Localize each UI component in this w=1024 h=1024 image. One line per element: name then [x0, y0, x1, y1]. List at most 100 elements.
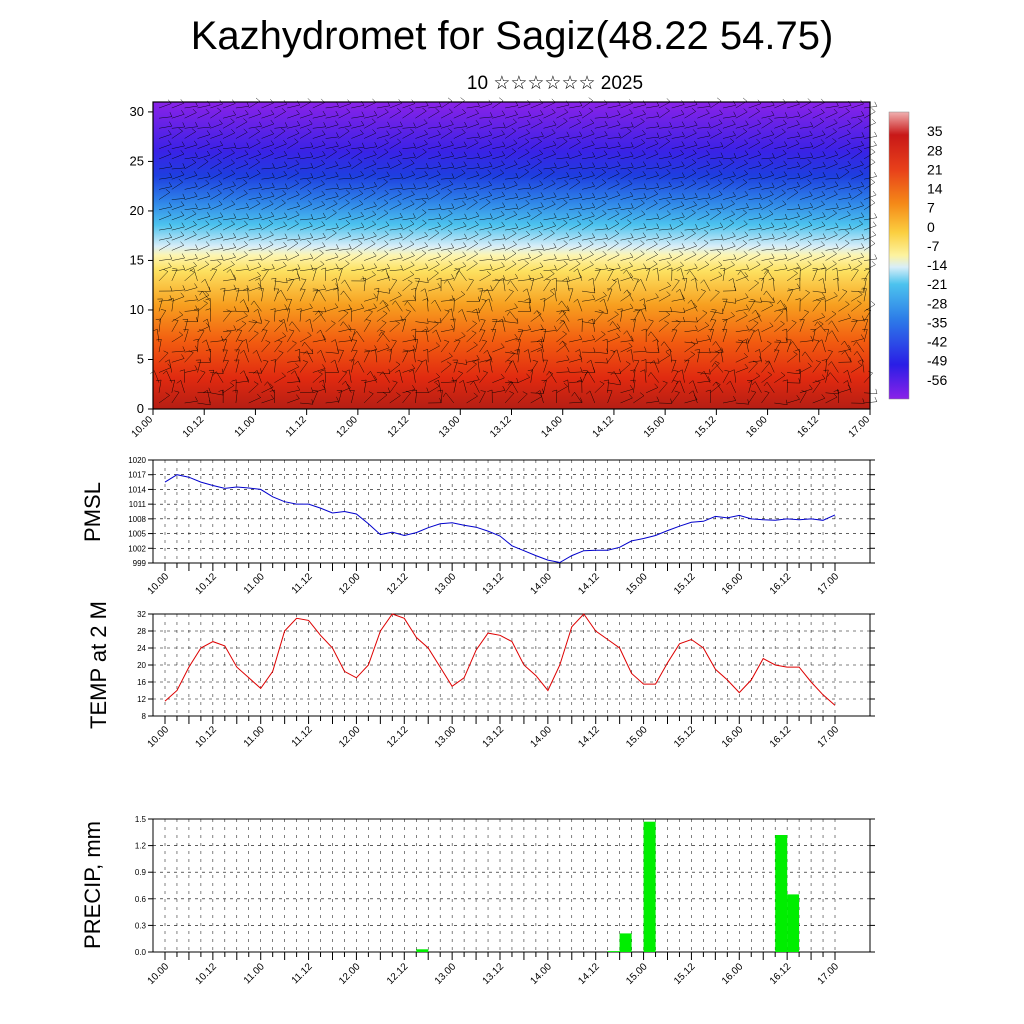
wind-barb [748, 228, 762, 231]
wind-barb [774, 340, 782, 353]
wind-barb-feather [447, 97, 453, 102]
wind-barb [517, 393, 528, 404]
wind-barb [851, 269, 859, 282]
wind-barb-feather [716, 250, 722, 254]
wind-barb [505, 164, 518, 170]
wind-barb [581, 290, 595, 294]
wind-barb-feather [245, 232, 249, 237]
wind-barb-feather [335, 110, 339, 116]
wind-barb-feather [757, 150, 762, 155]
wind-barb [197, 372, 206, 383]
wind-barb [479, 173, 492, 180]
wind-barb-feather [714, 350, 720, 354]
wind-barb-feather [643, 263, 647, 269]
wind-barb [402, 217, 416, 221]
wind-barb [799, 206, 813, 210]
wind-barb [440, 364, 452, 373]
wind-barb [620, 166, 634, 170]
wind-barb [171, 334, 183, 343]
wind-barb [748, 360, 762, 363]
wind-barb-feather [411, 190, 415, 195]
wind-barb [287, 141, 299, 149]
wind-barb [453, 255, 466, 261]
wind-barb [299, 101, 312, 109]
wind-barb-feather [732, 130, 736, 136]
wind-barb-feather [670, 398, 673, 404]
wind-barb-feather [782, 200, 787, 205]
wind-barb [312, 311, 326, 313]
wind-barb-feather [810, 328, 816, 331]
wind-barb-feather [502, 183, 506, 188]
wind-barb [512, 360, 519, 373]
wind-barb-feather [449, 298, 455, 301]
wind-barb-feather [615, 210, 620, 214]
wind-barb [710, 164, 723, 170]
wind-barb-feather [614, 311, 619, 315]
wind-barb-feather [642, 232, 646, 237]
wind-barb [671, 223, 684, 231]
wind-barb [671, 392, 680, 404]
wind-barb-feather [488, 130, 493, 136]
wind-barb-feather [450, 140, 454, 146]
wind-barb-feather [563, 382, 568, 387]
wind-barb-feather [745, 120, 749, 125]
wind-barb-feather [821, 292, 826, 298]
wind-barb-feather [217, 107, 222, 112]
wind-barb [287, 389, 300, 394]
wind-barb [171, 102, 184, 109]
wind-barb [171, 380, 175, 393]
wind-barb-feather [564, 179, 569, 184]
wind-barb [671, 247, 685, 251]
wind-barb-feather [580, 367, 583, 372]
wind-barb [710, 123, 723, 129]
wind-barb [504, 393, 514, 404]
wind-barb-feather [283, 139, 287, 145]
wind-barb [825, 213, 837, 221]
wind-barb [235, 289, 249, 292]
wind-barb [364, 214, 376, 221]
wind-barb [530, 266, 544, 272]
wind-barb [466, 323, 477, 332]
wind-barb-feather [220, 243, 224, 249]
wind-barb [684, 399, 698, 404]
wind-barb-feather [433, 379, 439, 383]
wind-barb [364, 146, 377, 149]
wind-barb [363, 274, 376, 282]
wind-barb [569, 154, 582, 160]
wind-barb-feather [318, 310, 323, 314]
wind-barb [230, 269, 237, 281]
wind-barb [761, 142, 774, 149]
wind-barb-feather [862, 287, 865, 293]
wind-barb [223, 237, 236, 241]
wind-barb-feather [720, 222, 723, 228]
wind-barb [235, 163, 249, 170]
wind-barb-feather [553, 213, 557, 218]
wind-barb-feather [871, 261, 876, 265]
wind-barb [697, 164, 710, 170]
wind-barb-feather [858, 260, 863, 264]
wind-barb [792, 341, 801, 353]
wind-barb [697, 126, 711, 129]
wind-barb-feather [765, 360, 770, 363]
wind-barb-feather [169, 233, 172, 238]
wind-barb-feather [784, 253, 788, 259]
wind-barb-feather [588, 318, 593, 322]
wind-barb [375, 349, 378, 363]
wind-barb [607, 165, 621, 170]
wind-barb-feather [427, 277, 429, 283]
pmsl-x-tick-label: 10.00 [146, 571, 172, 597]
wind-barb-feather [502, 234, 506, 239]
wind-barb [428, 166, 441, 170]
wind-barb-feather [322, 232, 326, 238]
wind-barb-feather [721, 347, 724, 353]
wind-barb [838, 206, 852, 210]
wind-barb [440, 223, 453, 231]
wind-barb-feather [759, 223, 762, 229]
wind-barb [671, 145, 685, 149]
wind-barb [338, 328, 352, 333]
wind-barb [710, 146, 724, 149]
wind-barb [606, 339, 608, 353]
wind-barb-feather [202, 339, 207, 343]
wind-barb-feather [616, 191, 621, 196]
wind-barb-feather [540, 324, 544, 330]
